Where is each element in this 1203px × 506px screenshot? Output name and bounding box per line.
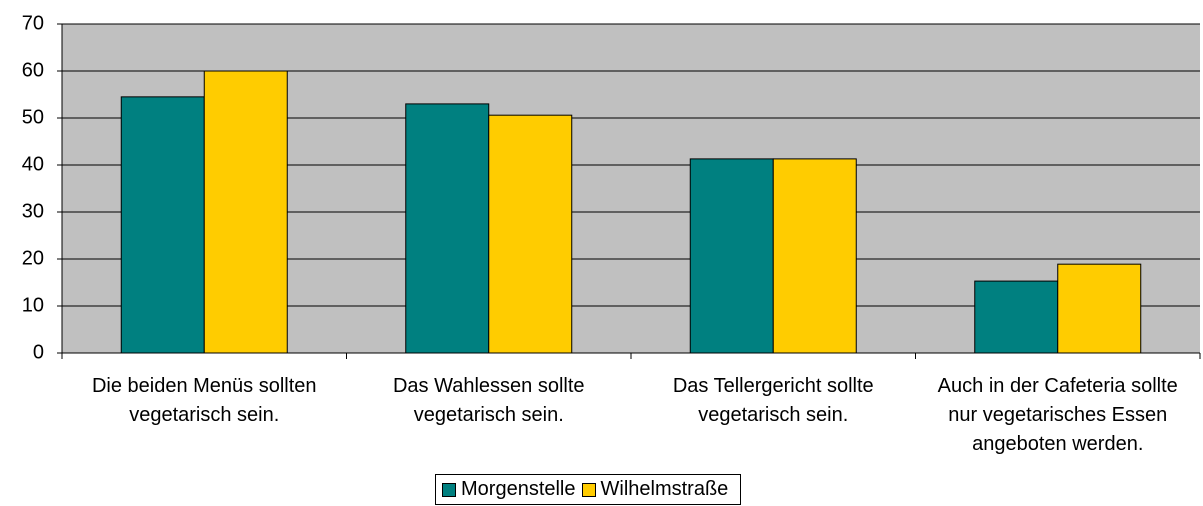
legend: Morgenstelle Wilhelmstraße (435, 474, 742, 505)
legend-swatch (442, 482, 456, 497)
x-tick-label: Auch in der Cafeteria sollte nur vegetar… (937, 375, 1178, 455)
y-tick-label: 40 (22, 153, 44, 175)
y-tick-label: 20 (22, 247, 44, 269)
bar (203, 70, 288, 354)
x-tick-label: Die beiden Menüs sollten vegetarisch sei… (91, 375, 317, 426)
legend-swatch (581, 482, 596, 497)
legend-item: Morgenstelle (442, 478, 576, 501)
y-tick-label: 70 (22, 12, 44, 34)
bar (488, 114, 573, 354)
bar (772, 158, 857, 354)
y-tick-label: 10 (22, 294, 44, 316)
y-tick-label: 50 (22, 106, 44, 128)
x-tick-label: Das Wahlessen sollte vegetarisch sein. (392, 375, 585, 426)
legend-label: Wilhelmstraße (600, 478, 729, 500)
bar (974, 280, 1059, 354)
bar (689, 158, 774, 354)
y-tick-label: 30 (22, 200, 44, 222)
legend-item: Wilhelmstraße (581, 478, 729, 501)
y-tick-label: 0 (33, 341, 44, 363)
legend-label: Morgenstelle (461, 478, 576, 500)
bar (405, 103, 490, 354)
bar (120, 96, 205, 354)
y-tick-label: 60 (22, 59, 44, 81)
bar (1057, 263, 1142, 354)
x-tick-label: Das Tellergericht sollte vegetarisch sei… (672, 375, 874, 426)
